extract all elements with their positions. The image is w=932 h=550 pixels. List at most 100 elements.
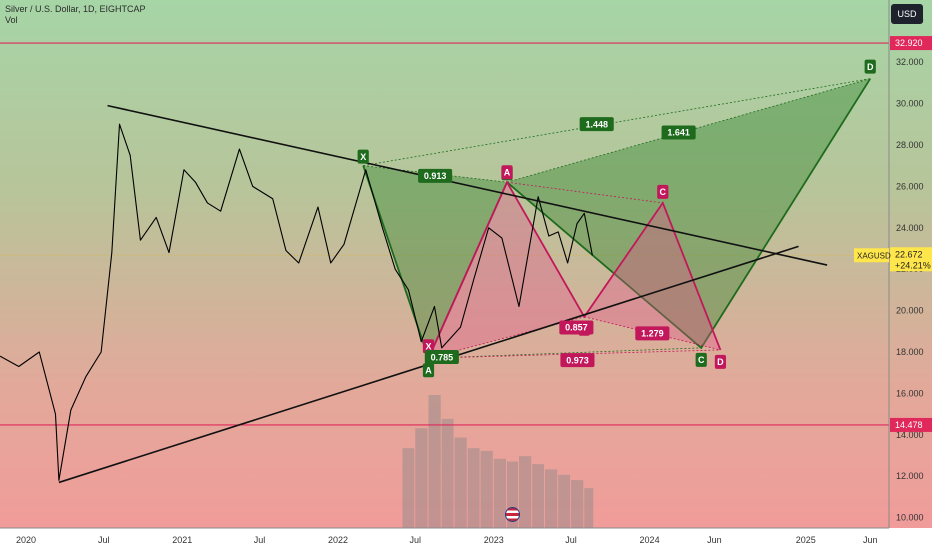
price-tick-label: 20.000 [896, 306, 924, 316]
price-axis-ticks: 34.00032.00030.00028.00026.00024.00022.0… [896, 16, 924, 523]
red-point-a-label-text: A [504, 167, 511, 177]
current-price-badge: 22.672+24.21% [890, 247, 932, 272]
red-ratio-bd-bg [635, 326, 670, 341]
price-line [0, 123, 593, 481]
green-point-c-label-text: C [698, 355, 705, 365]
volume-bar [467, 448, 480, 528]
time-tick-label: Jun [863, 535, 878, 545]
volume-bar [415, 428, 428, 528]
time-tick-label: 2024 [640, 535, 660, 545]
green-ratio-xb: 0.913 [418, 168, 453, 183]
red-pattern-triangle-bcd [584, 202, 721, 350]
green-ratio-bd: 1.641 [661, 125, 696, 140]
red-point-d-label: D [714, 354, 727, 369]
red-point-x-label-bg [422, 339, 435, 354]
volume-bar [493, 458, 507, 528]
red-point-c-label: C [657, 184, 669, 199]
volume-indicator-label: Vol [5, 15, 18, 25]
time-tick-label: 2021 [172, 535, 192, 545]
red-pattern-xd-dotted [428, 349, 721, 359]
time-tick-label: Jun [707, 535, 722, 545]
green-ratio-ac: 0.785 [424, 350, 459, 365]
price-tick-label: 26.000 [896, 181, 924, 191]
price-tick-label: 28.000 [896, 140, 924, 150]
red-pattern-triangle-xab [428, 182, 585, 359]
us-flag-icon[interactable] [505, 507, 520, 522]
price-tick-label: 18.000 [896, 347, 924, 357]
time-tick-label: 2025 [796, 535, 816, 545]
red-ratio-xb-text: 0.857 [565, 323, 588, 333]
green-ratio-ac-text: 0.785 [431, 352, 454, 362]
time-tick-label: Jul [410, 535, 422, 545]
green-ratio-xb-bg [418, 168, 453, 183]
lower-level-badge: 14.478 [890, 417, 932, 432]
symbol-title: Silver / U.S. Dollar, 1D, EIGHTCAP [5, 4, 146, 14]
price-tick-label: 12.000 [896, 471, 924, 481]
volume-layer [402, 395, 594, 528]
time-axis-area[interactable] [0, 528, 932, 550]
green-point-d-label: D [864, 59, 876, 74]
time-tick-label: 2020 [16, 535, 36, 545]
time-tick-label: 2022 [328, 535, 348, 545]
price-tick-label: 16.000 [896, 388, 924, 398]
time-tick-label: Jul [565, 535, 577, 545]
red-point-x-label-text: X [425, 341, 431, 351]
price-layer [0, 123, 593, 481]
green-point-d-label-text: D [867, 62, 874, 72]
time-tick-label: Jul [98, 535, 110, 545]
green-ratio-xd-bg [579, 117, 614, 132]
pattern-labels-layer: XABCDXABCD0.9131.4481.6410.7850.8570.973… [357, 59, 876, 378]
volume-bar [584, 488, 594, 528]
red-point-a-label: A [501, 165, 513, 180]
green-ratio-bd-text: 1.641 [667, 128, 690, 138]
green-point-c-label-bg [695, 352, 707, 367]
red-ratio-bd-text: 1.279 [641, 329, 664, 339]
current-symbol-tag-bg [854, 248, 889, 263]
green-point-x-label-text: X [360, 152, 366, 162]
red-ratio-xd-text: 0.973 [566, 355, 589, 365]
green-point-a-label: A [422, 363, 435, 378]
green-ratio-xd: 1.448 [579, 117, 614, 132]
time-tick-label: 2023 [484, 535, 504, 545]
upper-level-badge: 32.920 [890, 36, 932, 51]
upper-level-badge-bg [890, 36, 932, 51]
red-point-x-label: X [422, 339, 435, 354]
green-ratio-bd-bg [661, 125, 696, 140]
red-pattern-bd-dotted [584, 316, 721, 351]
red-point-d-label-bg [714, 354, 727, 369]
price-tick-label: 10.000 [896, 513, 924, 523]
red-point-c-label-bg [657, 184, 669, 199]
price-tick-label: 24.000 [896, 223, 924, 233]
current-symbol-tag-text: XAGUSD [857, 251, 891, 260]
price-tick-label: 30.000 [896, 99, 924, 109]
lower-level-badge-bg [890, 417, 932, 432]
volume-bar [518, 456, 532, 528]
volume-bar [532, 464, 545, 528]
red-ratio-xb-bg [559, 320, 594, 335]
current-price-badge-bg [890, 247, 932, 272]
price-tick-label: 14.000 [896, 430, 924, 440]
currency-button[interactable]: USD [891, 4, 923, 24]
red-ratio-xb: 0.857 [559, 320, 594, 335]
green-ratio-ac-bg [424, 350, 459, 365]
volume-bar [480, 450, 493, 528]
volume-bar [571, 480, 584, 528]
green-point-x-label: X [357, 149, 369, 164]
volume-bar [507, 461, 518, 528]
volume-bar [558, 474, 571, 528]
time-axis-ticks: 2020 Jul 2021 Jul 2022 Jul 2023 Jul 2024 Jun 2025 J… [16, 535, 877, 545]
volume-bar [545, 469, 558, 528]
green-ratio-xb-text: 0.913 [424, 171, 447, 181]
green-point-x-label-bg [357, 149, 369, 164]
green-ratio-xd-text: 1.448 [585, 119, 608, 129]
current-change-text: +24.21% [895, 260, 931, 270]
price-tick-label: 32.000 [896, 57, 924, 67]
green-point-a-label-bg [422, 363, 435, 378]
volume-bar [441, 418, 454, 528]
upper-level-badge-text: 32.920 [895, 38, 923, 48]
current-price-text: 22.672 [895, 249, 923, 259]
